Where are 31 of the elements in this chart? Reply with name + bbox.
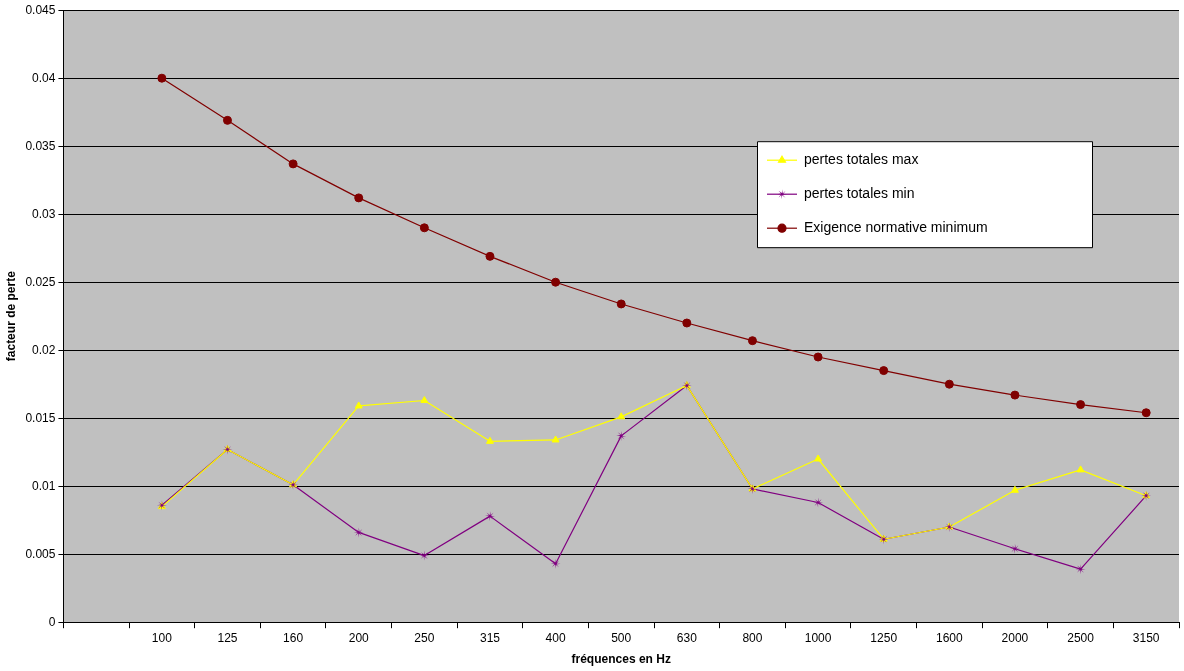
y-tick-label: 0.03 <box>32 206 56 221</box>
y-tick-label: 0.01 <box>32 478 56 493</box>
x-tick-label: 500 <box>611 630 632 645</box>
x-tick-label: 1250 <box>870 630 898 645</box>
y-tick-label: 0.025 <box>25 274 56 289</box>
x-tick-label: 200 <box>348 630 370 645</box>
x-tick-label: 1000 <box>804 630 832 645</box>
y-tick-label: 0.035 <box>25 138 56 153</box>
y-tick-label: 0.005 <box>25 546 56 561</box>
x-tick-label: 2500 <box>1067 630 1095 645</box>
y-tick-label: 0.045 <box>25 2 56 17</box>
x-tick-label: 125 <box>217 630 238 645</box>
legend-label: pertes totales max <box>804 151 919 168</box>
x-axis-title: fréquences en Hz <box>571 652 671 667</box>
x-tick-label: 3150 <box>1132 630 1160 645</box>
y-tick-label: 0.04 <box>32 70 56 85</box>
x-tick-label: 630 <box>676 630 698 645</box>
x-tick-label: 100 <box>151 630 173 645</box>
x-tick-label: 2000 <box>1001 630 1029 645</box>
y-tick-label: 0.015 <box>25 410 56 425</box>
x-tick-label: 160 <box>283 630 304 645</box>
x-tick-label: 800 <box>742 630 763 645</box>
y-axis-title: facteur de perte <box>3 270 18 362</box>
legend-label: Exigence normative minimum <box>804 219 988 236</box>
x-tick-label: 250 <box>414 630 435 645</box>
x-tick-label: 400 <box>545 630 566 645</box>
y-tick-label: 0 <box>48 614 56 629</box>
y-tick-label: 0.02 <box>32 342 56 357</box>
legend-label: pertes totales min <box>804 185 915 202</box>
x-tick-label: 1600 <box>935 630 963 645</box>
x-tick-label: 315 <box>479 630 501 645</box>
